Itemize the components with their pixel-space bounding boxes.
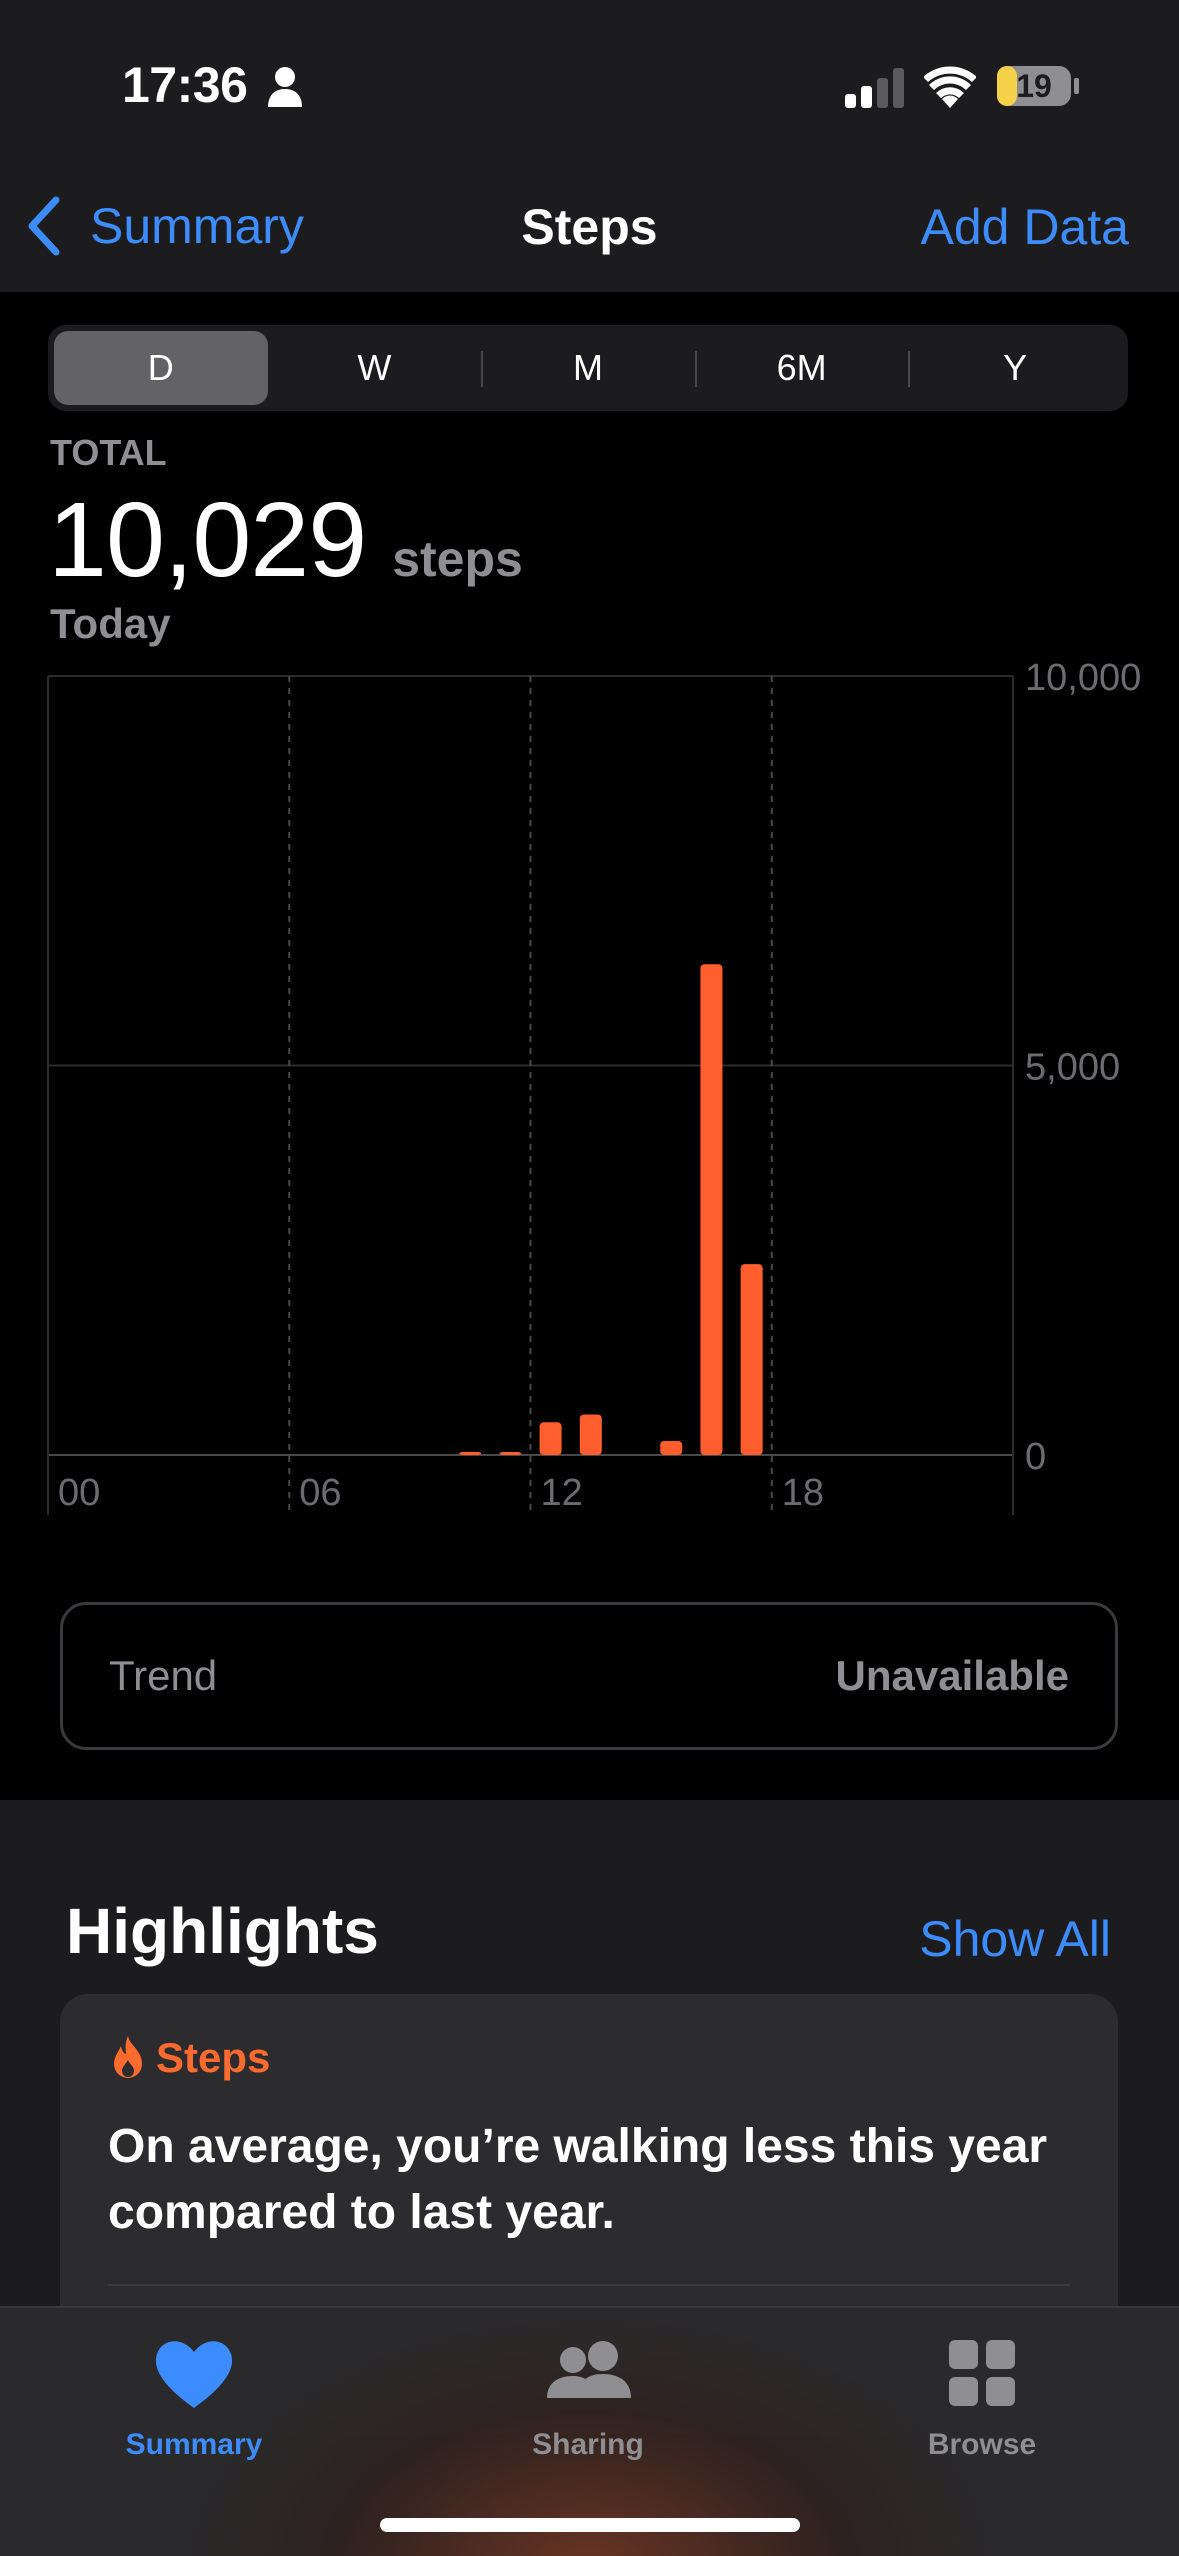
signal-icon [845,68,904,108]
total-label: TOTAL [50,432,167,473]
tab-browse[interactable]: Browse [852,2328,1112,2462]
tab-bar: Summary Sharing Browse [0,2306,1179,2556]
add-data-button[interactable]: Add Data [920,199,1129,255]
chart-bar [579,1414,602,1455]
range-tab-week[interactable]: W [357,347,392,388]
chart-x-tick-label: 00 [58,1472,100,1514]
chart-y-tick-label: 10,000 [1025,660,1141,699]
heart-icon [155,2341,233,2408]
tab-sharing-label: Sharing [532,2428,644,2461]
total-value: 10,029 [48,481,367,599]
trend-value: Unavailable [835,1652,1069,1699]
highlight-category: Steps [156,2034,271,2081]
chevron-left-icon [28,196,60,256]
tab-summary-label: Summary [125,2428,263,2461]
highlight-card-header: Steps [108,2034,270,2082]
chart-bar [740,1264,763,1455]
highlight-text: On average, you’re walking less this yea… [108,2120,1048,2239]
highlights-title: Highlights [66,1895,379,1967]
range-tab-day[interactable]: D [54,331,268,405]
person-icon [268,67,302,107]
chart-y-tick-label: 0 [1025,1436,1046,1478]
chart-x-tick-label: 06 [299,1472,341,1514]
grid-icon [949,2340,1015,2406]
range-tab-year[interactable]: Y [908,331,1122,405]
flame-icon [114,2036,142,2078]
people-icon [547,2341,631,2398]
back-button[interactable]: Summary [24,196,304,256]
range-tab-6-months[interactable]: 6M [694,331,909,405]
battery-level: 19 [1016,68,1052,104]
chart-bar [499,1452,522,1455]
battery-icon: 19 [996,62,1080,110]
home-indicator [380,2518,800,2532]
total-unit: steps [392,531,523,587]
trend-row[interactable]: Trend Unavailable [60,1602,1118,1750]
time-range-selector: D W M 6M Y [48,325,1128,411]
tab-sharing[interactable]: Sharing [458,2328,718,2462]
tab-summary[interactable]: Summary [64,2328,324,2462]
tab-browse-label: Browse [927,2428,1037,2461]
back-label: Summary [90,198,304,254]
chart-x-tick-label: 18 [782,1472,824,1514]
total-period: Today [50,600,171,647]
divider [108,2284,1070,2286]
chart-bar [539,1422,562,1455]
trend-label: Trend [109,1652,218,1699]
show-all-button[interactable]: Show All [919,1911,1111,1967]
header-background [0,0,1179,292]
status-time: 17:36 [122,57,248,113]
total-row: 10,029 steps [48,480,523,601]
chart-y-tick-label: 5,000 [1025,1047,1120,1089]
chart-bar [459,1451,482,1455]
chart-bar [660,1440,683,1455]
chart-x-tick-label: 12 [541,1472,583,1514]
chart-bar [700,964,723,1455]
page-title: Steps [521,199,658,255]
wifi-icon [924,66,976,108]
range-tab-month[interactable]: M [481,331,695,405]
